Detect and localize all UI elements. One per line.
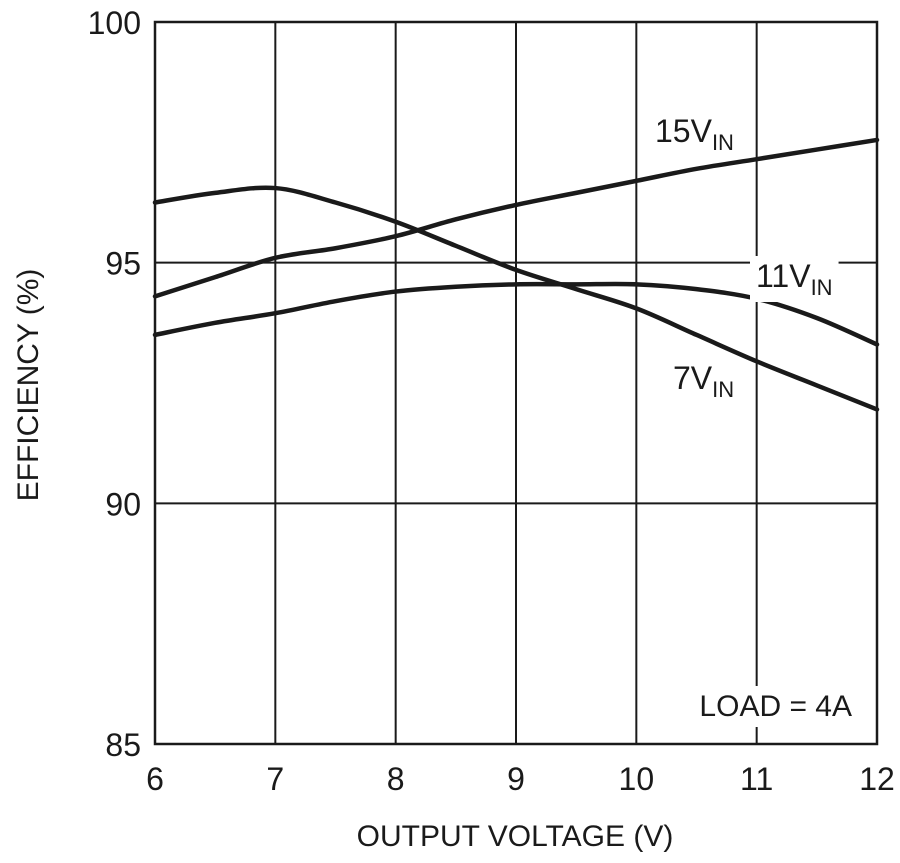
x-tick-label: 10 <box>619 761 655 797</box>
x-tick-label: 7 <box>266 761 284 797</box>
series-labels: 15VIN 11VIN 7VIN <box>655 113 839 402</box>
load-annotation: LOAD = 4A <box>699 690 852 723</box>
series-line-7v <box>152 185 880 412</box>
y-tick-label: 95 <box>105 246 141 282</box>
grid <box>154 21 878 745</box>
series-label-7v: 7VIN <box>673 360 734 402</box>
x-tick-labels: 6 7 8 9 10 11 12 <box>146 761 895 797</box>
plot-frame <box>153 20 879 746</box>
y-axis-label: EFFICIENCY (%) <box>12 269 45 502</box>
y-tick-label: 90 <box>105 486 141 522</box>
annotation-background <box>691 686 860 727</box>
series-line-15v <box>152 137 880 299</box>
x-tick-label: 11 <box>740 761 773 797</box>
series-label-11v: 11VIN <box>756 258 833 300</box>
x-tick-label: 9 <box>507 761 525 797</box>
x-tick-label: 12 <box>859 761 895 797</box>
series-label-15v: 15VIN <box>655 113 734 155</box>
series-label-background <box>750 256 839 302</box>
x-tick-label: 8 <box>387 761 405 797</box>
x-tick-label: 6 <box>146 761 164 797</box>
y-tick-label: 100 <box>88 5 141 41</box>
x-axis-label: OUTPUT VOLTAGE (V) <box>357 820 674 853</box>
y-tick-label: 85 <box>105 727 141 763</box>
y-tick-labels: 85 90 95 100 <box>88 5 141 763</box>
